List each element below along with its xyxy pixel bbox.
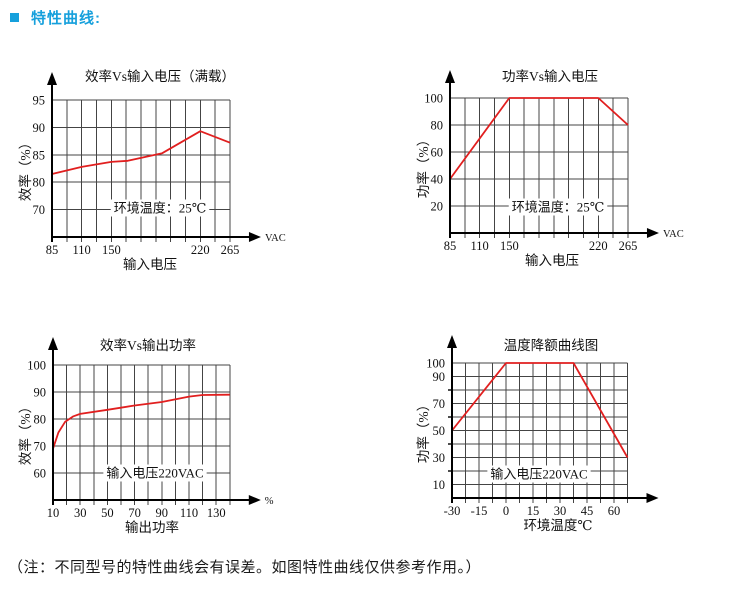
x-tick-label: 10 <box>47 506 60 520</box>
x-tick-label: 45 <box>581 504 594 518</box>
grid <box>450 97 629 238</box>
y-tick-label: 100 <box>27 359 46 373</box>
y-tick-label: 40 <box>431 173 444 187</box>
y-axis-title: 效率（%） <box>17 400 33 465</box>
x-tick-label: -30 <box>444 504 461 518</box>
x-tick-label: -15 <box>471 504 488 518</box>
y-axis-title: 功率（%） <box>415 398 431 463</box>
section-bullet-icon <box>10 13 19 22</box>
x-tick-label: 110 <box>73 243 91 257</box>
x-axis-title: 输出功率 <box>125 519 179 535</box>
annotation-bg <box>110 199 210 217</box>
x-tick-label: 15 <box>527 504 540 518</box>
y-tick-label: 70 <box>33 203 46 217</box>
x-tick-label: 150 <box>500 239 519 253</box>
y-axis-arrow-icon <box>447 335 457 348</box>
y-tick-label: 60 <box>34 467 47 481</box>
x-axis-title: 输入电压 <box>123 257 177 272</box>
x-axis-arrow-icon <box>248 232 261 242</box>
x-axis-unit: VAC <box>663 229 684 240</box>
data-curve <box>449 97 629 180</box>
grid <box>53 364 231 505</box>
y-tick-label: 50 <box>433 424 446 438</box>
y-tick-label: 90 <box>34 386 47 400</box>
section-header: 特性曲线: <box>10 7 101 28</box>
y-tick-label: 90 <box>33 121 46 135</box>
x-tick-label: 110 <box>180 506 198 520</box>
y-axis-title: 功率（%） <box>415 133 431 198</box>
grid <box>52 99 231 242</box>
annotation-bg <box>103 464 207 482</box>
footnote: （注：不同型号的特性曲线会有误差。如图特性曲线仅供参考作用。） <box>8 559 482 576</box>
x-tick-label: 265 <box>221 243 240 257</box>
x-tick-label: 150 <box>102 243 121 257</box>
x-tick-label: 220 <box>191 243 210 257</box>
chart-title: 温度降额曲线图 <box>504 338 599 353</box>
chart-efficiency-vs-output-power: % 100 90 80 70 60 10 30 50 70 90 110 130 效率Vs输出功率输出功率… <box>17 337 274 535</box>
x-tick-label: 110 <box>471 239 489 253</box>
y-tick-label: 70 <box>34 440 47 454</box>
chart-title: 功率Vs输入电压 <box>502 68 598 84</box>
x-tick-label: 265 <box>619 239 638 253</box>
x-axis-arrow-icon <box>248 495 261 505</box>
y-tick-label: 100 <box>426 357 445 371</box>
x-tick-label: 85 <box>444 239 457 253</box>
data-curve <box>451 362 629 458</box>
x-tick-label: 30 <box>554 504 567 518</box>
y-axis-arrow-icon <box>47 72 57 85</box>
x-tick-label: 0 <box>503 504 509 518</box>
x-tick-label: 90 <box>156 506 169 520</box>
annotation-bg <box>487 465 591 483</box>
chart-title: 效率Vs输入电压（满载） <box>85 68 235 84</box>
y-tick-label: 95 <box>33 94 46 108</box>
grid <box>452 362 628 503</box>
x-axis-arrow-icon <box>646 493 659 503</box>
x-tick-label: 85 <box>46 243 59 257</box>
y-axis-arrow-icon <box>445 70 455 83</box>
data-curve <box>51 130 231 175</box>
x-tick-label: 70 <box>128 506 141 520</box>
chart-annotation: 输入电压220VAC <box>106 466 203 481</box>
section-title: 特性曲线: <box>31 10 101 27</box>
chart-title: 效率Vs输出功率 <box>100 337 196 353</box>
chart-annotation: 输入电压220VAC <box>490 467 587 482</box>
y-tick-label: 60 <box>431 146 444 160</box>
x-tick-label: 130 <box>207 506 226 520</box>
annotation-bg <box>508 198 608 216</box>
y-tick-label: 10 <box>433 478 446 492</box>
y-tick-label: 80 <box>34 413 47 427</box>
y-tick-label: 80 <box>33 176 46 190</box>
y-tick-label: 90 <box>433 370 446 384</box>
y-tick-label: 100 <box>424 92 443 106</box>
chart-power-vs-input-voltage: VAC 100 80 60 40 20 85 110 150 220 265 功率Vs输入电压输入电压… <box>415 68 684 268</box>
x-tick-label: 220 <box>589 239 608 253</box>
x-axis-unit: % <box>265 496 274 507</box>
y-tick-label: 80 <box>431 119 444 133</box>
y-tick-label: 85 <box>33 148 46 162</box>
y-tick-label: 20 <box>431 200 444 214</box>
x-axis-unit: VAC <box>265 233 286 244</box>
chart-efficiency-vs-input-voltage: VAC 95 90 85 80 70 85 110 150 220 265 效率Vs输入电压（满载） 输… <box>17 68 286 272</box>
x-axis-title: 输入电压 <box>525 253 579 268</box>
x-axis-title: 环境温度℃ <box>523 518 592 533</box>
y-tick-label: 30 <box>433 451 446 465</box>
x-tick-label: 30 <box>74 506 87 520</box>
chart-annotation: 环境温度：25℃ <box>114 201 207 216</box>
x-tick-label: 50 <box>101 506 114 520</box>
y-axis-title: 效率（%） <box>17 136 33 201</box>
y-tick-label: 70 <box>433 397 446 411</box>
y-axis-arrow-icon <box>48 337 58 350</box>
chart-annotation: 环境温度：25℃ <box>512 200 605 215</box>
data-curve <box>52 393 230 449</box>
x-axis-arrow-icon <box>646 228 659 238</box>
x-tick-label: 60 <box>608 504 621 518</box>
